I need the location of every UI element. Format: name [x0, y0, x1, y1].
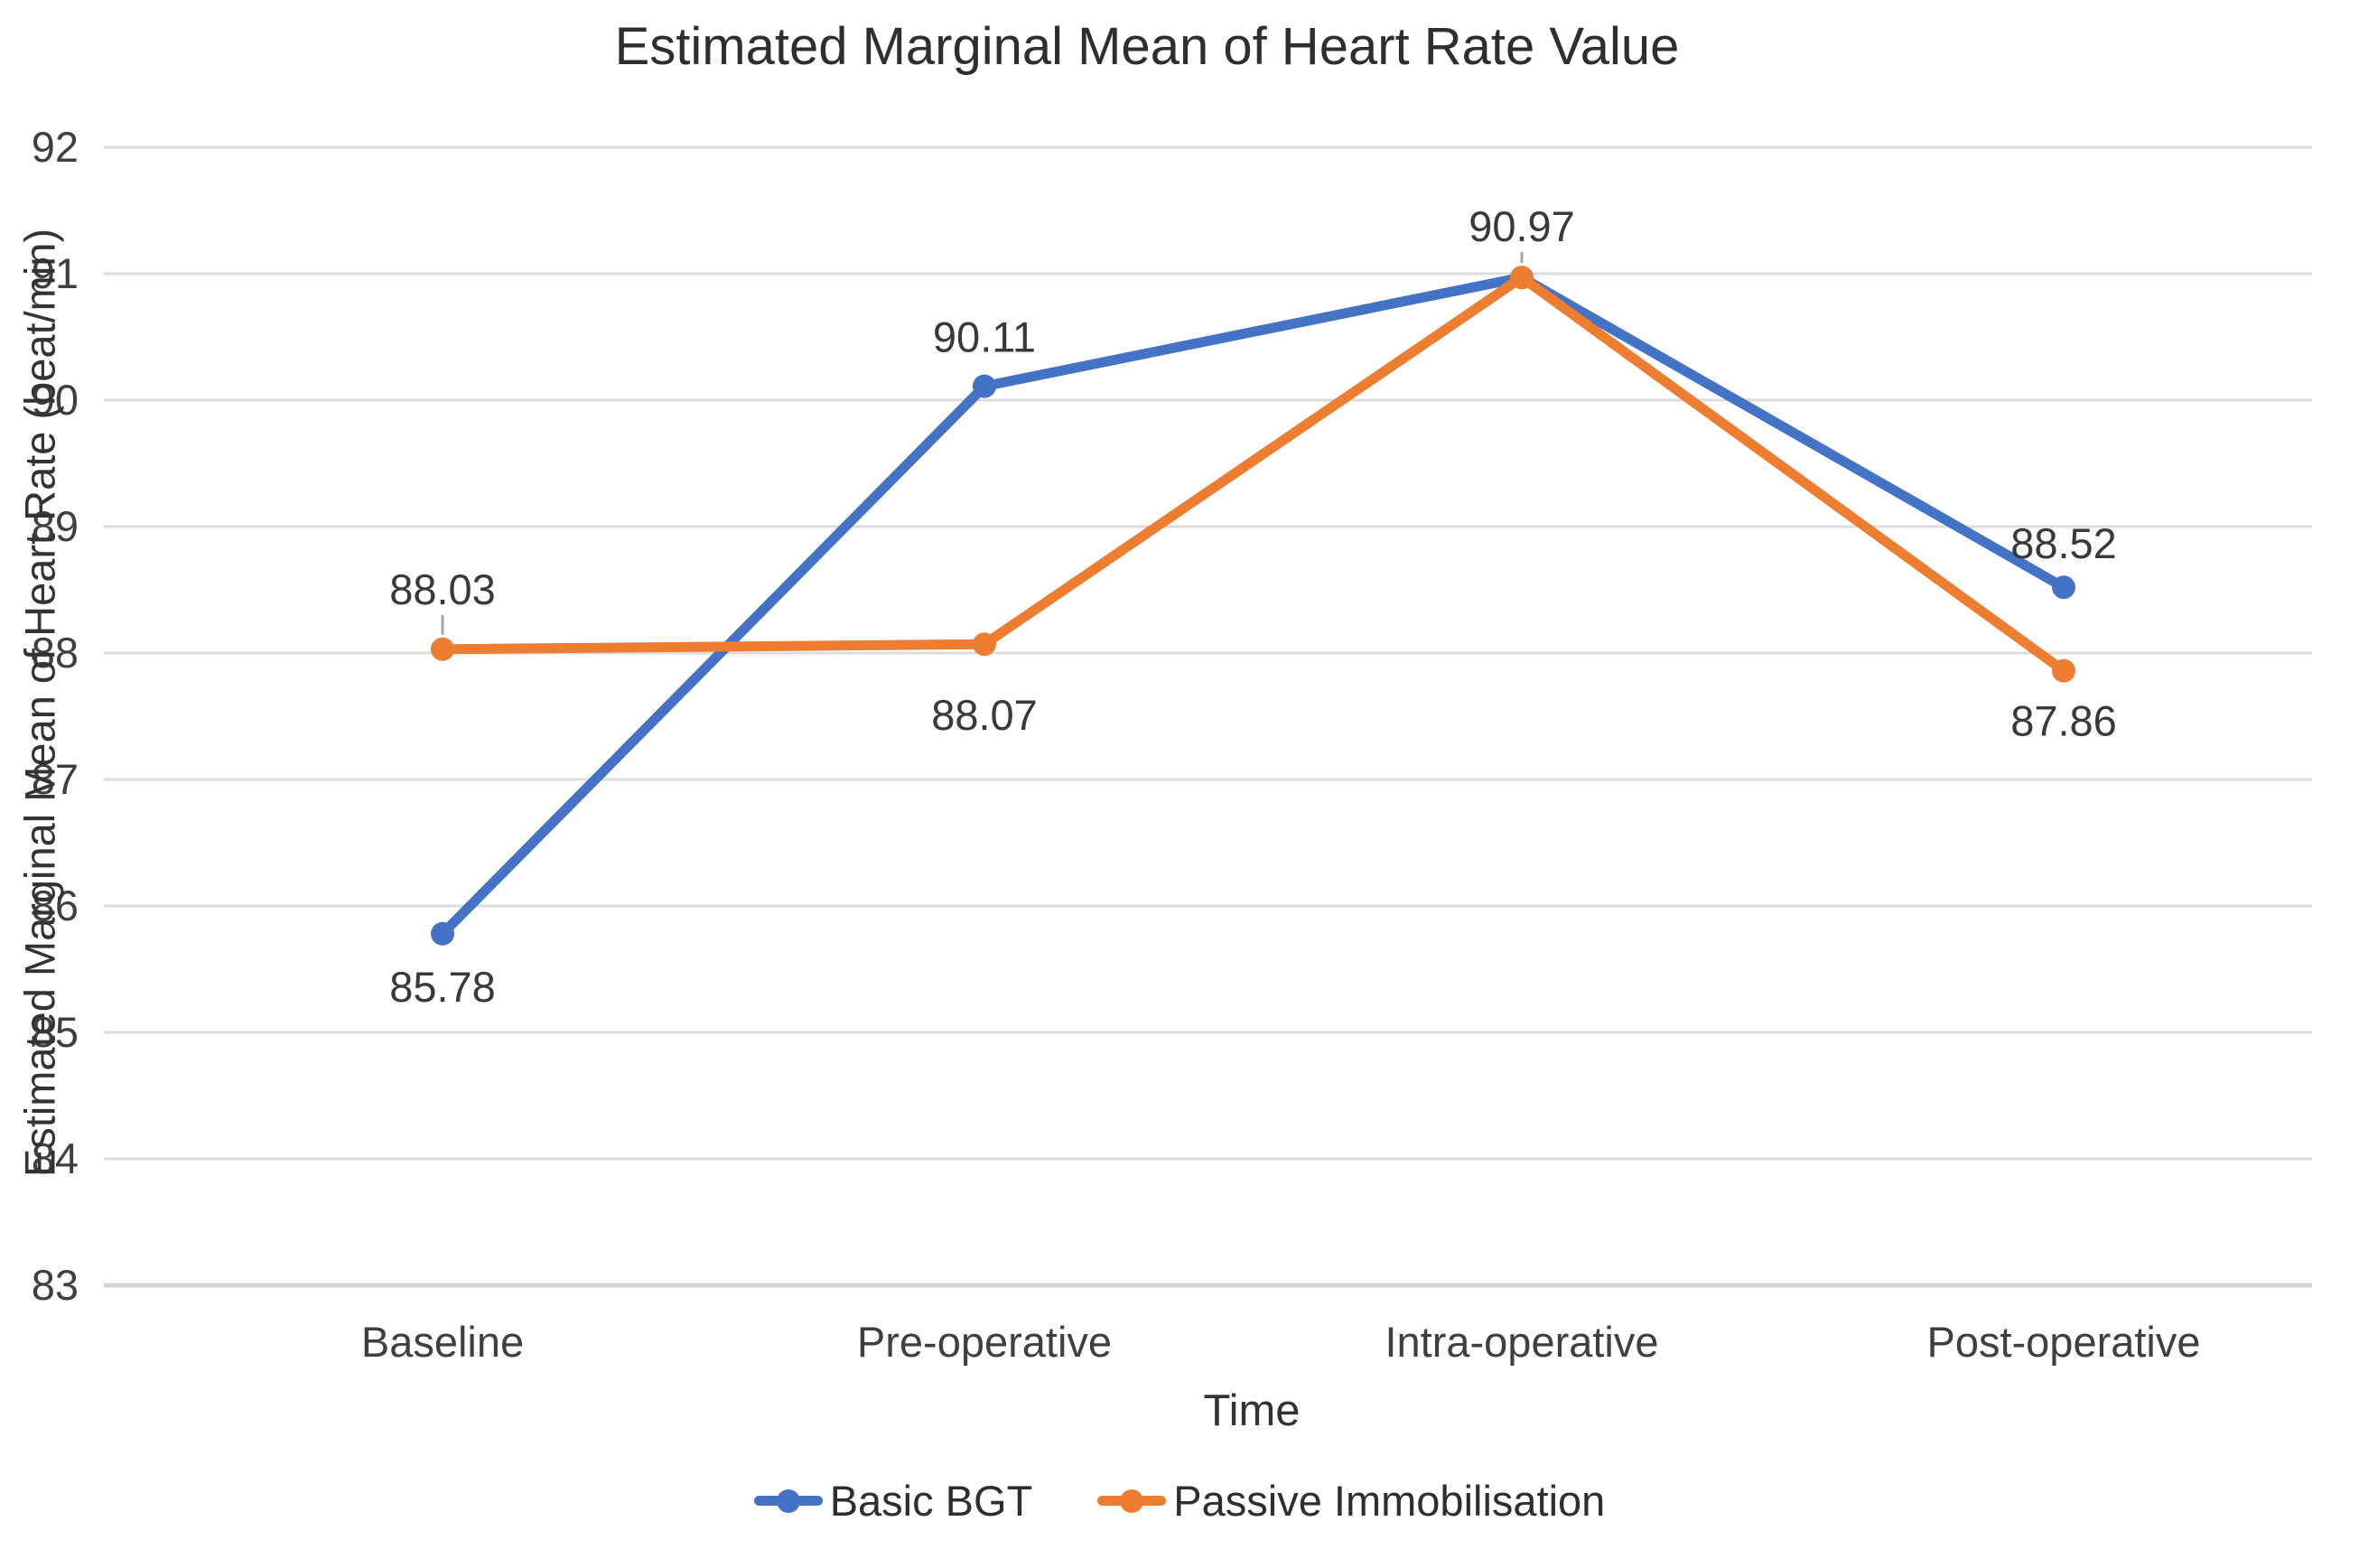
y-tick-label: 87 [32, 755, 79, 803]
data-label: 88.07 [931, 691, 1038, 739]
series-line [437, 272, 2069, 677]
data-label: 88.03 [389, 565, 496, 613]
data-point-marker [1510, 266, 1534, 290]
y-axis-title: Estimated Marginal Mean of Heart Rate (b… [15, 228, 64, 1178]
x-tick-label: Baseline [361, 1318, 524, 1366]
legend: Basic BGT Passive Immobilisation [0, 1476, 2359, 1526]
data-point-marker [2052, 575, 2075, 600]
legend-dot-icon [1120, 1489, 1144, 1513]
x-axis-title: Time [1203, 1386, 1301, 1435]
y-tick-label: 90 [32, 376, 79, 424]
data-point-marker [431, 921, 454, 946]
data-label: 85.78 [389, 963, 496, 1011]
data-point-marker [2052, 658, 2075, 683]
legend-item-basic-bgt: Basic BGT [753, 1476, 1033, 1526]
line-dot-marker-icon [753, 1489, 823, 1513]
data-label: 90.97 [1469, 202, 1575, 250]
y-tick-label: 83 [32, 1261, 79, 1309]
y-tick-label: 85 [32, 1008, 79, 1056]
y-tick-label: 86 [32, 882, 79, 929]
data-label: 88.52 [2010, 519, 2117, 567]
x-tick-label: Pre-operative [857, 1318, 1112, 1366]
legend-item-passive-immobilisation: Passive Immobilisation [1097, 1476, 1605, 1526]
chart-title: Estimated Marginal Mean of Heart Rate Va… [614, 17, 1680, 76]
x-tick-label: Intra-operative [1385, 1318, 1658, 1366]
line-dot-marker-icon [1097, 1489, 1167, 1513]
series-line [437, 272, 2069, 939]
y-tick-label: 91 [32, 249, 79, 297]
legend-label-passive-immobilisation: Passive Immobilisation [1173, 1477, 1606, 1525]
legend-label-basic-bgt: Basic BGT [829, 1477, 1033, 1525]
data-point-marker [431, 637, 454, 661]
data-point-marker [973, 374, 996, 398]
y-tick-label: 92 [32, 123, 79, 171]
data-label: 90.11 [933, 313, 1036, 361]
y-tick-label: 88 [32, 629, 79, 677]
data-point-marker [973, 632, 996, 657]
data-label: 87.86 [2010, 697, 2117, 745]
legend-dot-icon [776, 1489, 800, 1513]
y-tick-label: 89 [32, 502, 79, 550]
x-tick-label: Post-operative [1926, 1318, 2200, 1366]
y-tick-label: 84 [32, 1134, 79, 1182]
